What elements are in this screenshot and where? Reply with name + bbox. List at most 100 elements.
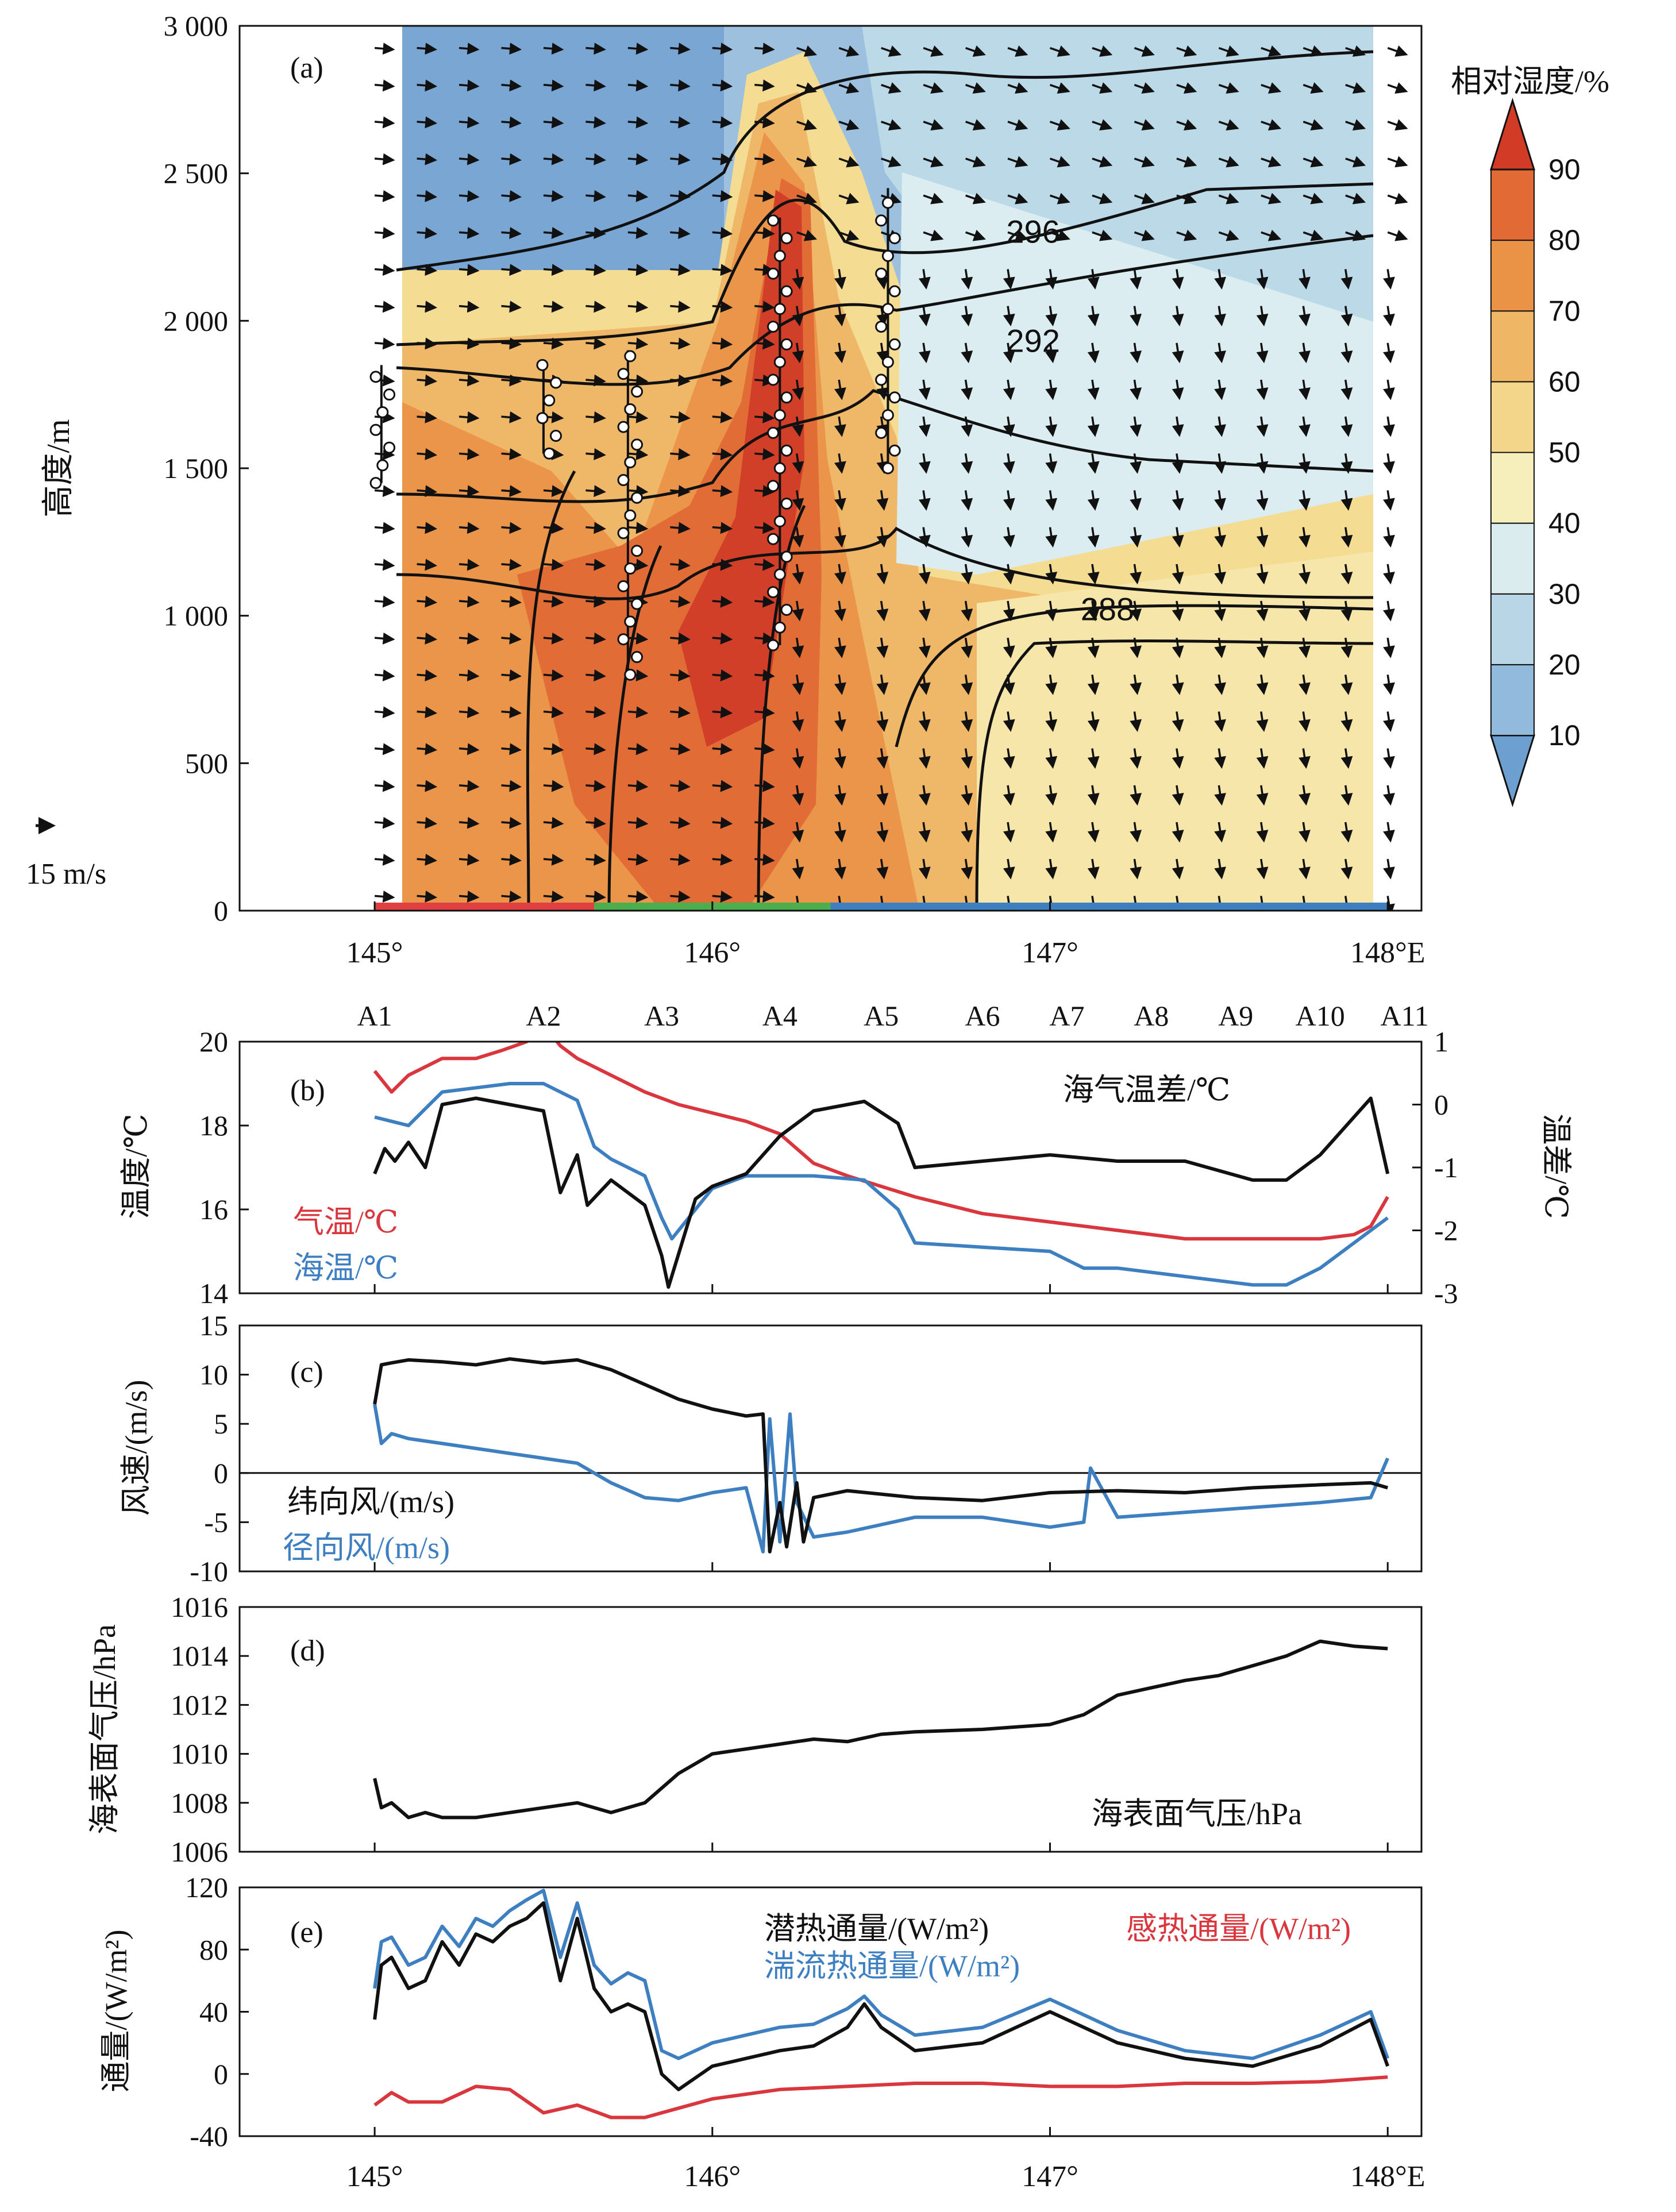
- wind-vector: [876, 600, 889, 622]
- colorbar-segment: [1490, 240, 1535, 312]
- wind-vector: [1214, 711, 1226, 732]
- wind-vector: [1214, 675, 1226, 695]
- panel-d-frame: [238, 1606, 1423, 1853]
- wind-vector: [1218, 192, 1239, 205]
- wind-vector: [1087, 490, 1100, 511]
- wind-vector: [1130, 490, 1142, 511]
- d-y-tick-label: 1014: [171, 1640, 228, 1672]
- wind-vector: [834, 416, 846, 437]
- wind-vector: [459, 632, 480, 645]
- wind-vector: [712, 632, 733, 645]
- wind-vector: [627, 706, 649, 719]
- panel-d-label: (d): [290, 1635, 325, 1667]
- wind-vector: [417, 669, 438, 681]
- wind-vector: [838, 82, 860, 94]
- obs-point: [875, 267, 888, 280]
- wind-vector: [1003, 822, 1015, 843]
- wind-vector: [1340, 342, 1353, 364]
- wind-vector: [1218, 119, 1239, 131]
- wind-vector: [417, 816, 438, 829]
- panel-c: -10 -5 0 5 10 15 (c) 风速/(m/s) 纬向风/(m/s) 径向风/(…: [119, 1309, 1423, 1587]
- wind-vector: [876, 711, 889, 732]
- wind-vector: [374, 558, 395, 571]
- wind-vector: [876, 490, 889, 511]
- wind-vector: [1172, 490, 1184, 511]
- wind-vector: [1045, 675, 1058, 695]
- wind-vector: [585, 43, 606, 55]
- wind-vector: [792, 416, 804, 437]
- obs-point: [624, 615, 637, 628]
- wind-vector: [792, 379, 804, 400]
- station-label: A1: [357, 1000, 392, 1032]
- wind-vector: [1383, 269, 1395, 290]
- wind-vector: [1087, 748, 1100, 769]
- wind-vector: [417, 190, 438, 202]
- wind-vector: [585, 190, 606, 202]
- legend-sea-level-pressure: 海表面气压/hPa: [1092, 1797, 1302, 1831]
- wind-vector: [792, 342, 804, 364]
- station-label: A3: [644, 1000, 679, 1032]
- wind-vector: [838, 229, 860, 241]
- wind-vector: [1003, 600, 1015, 622]
- wind-vector: [585, 448, 606, 460]
- wind-vector: [1176, 82, 1197, 94]
- wind-vector: [627, 816, 649, 829]
- wind-vector: [1256, 822, 1269, 843]
- wind-vector: [417, 743, 438, 756]
- air-temp-line: [373, 1042, 1389, 1241]
- wind-vector: [543, 300, 564, 313]
- obs-point: [780, 444, 793, 457]
- theta-contour: [607, 545, 662, 911]
- wind-vector: [1256, 306, 1269, 327]
- wind-vector: [712, 116, 733, 129]
- panel-e: -40 0 40 80 120 145° 146° 147° 148°E (e) 通量/(W/m…: [99, 1871, 1425, 2193]
- wind-vector: [670, 227, 691, 239]
- wind-vector: [712, 816, 733, 829]
- obs-point: [875, 321, 888, 333]
- wind-vector: [543, 558, 564, 571]
- wind-vector: [670, 853, 691, 866]
- wind-vector: [796, 119, 818, 131]
- wind-vector: [796, 156, 818, 168]
- wind-vector: [1003, 269, 1015, 290]
- wind-vector: [501, 558, 522, 571]
- wind-vector: [918, 342, 931, 364]
- wind-vector: [1299, 675, 1311, 695]
- a-y-tick-label: 2 000: [164, 305, 229, 337]
- wind-vector: [585, 595, 606, 608]
- wind-vector: [1340, 527, 1353, 548]
- wind-vector: [876, 858, 889, 880]
- c-y-tick-label: 0: [214, 1457, 228, 1489]
- wind-vector: [961, 637, 973, 658]
- obs-point: [780, 550, 793, 563]
- wind-vector: [1214, 306, 1226, 327]
- wind-vector: [585, 264, 606, 276]
- wind-vector: [543, 153, 564, 165]
- wind-vector: [585, 522, 606, 534]
- wind-vector: [1003, 748, 1015, 769]
- wind-vector: [918, 785, 931, 806]
- wind-vector: [417, 374, 438, 387]
- contour-label: 292: [1006, 322, 1059, 359]
- obs-point: [888, 338, 901, 350]
- wind-vector: [1303, 82, 1324, 94]
- wind-vector: [374, 780, 395, 792]
- station-label: A11: [1380, 1000, 1428, 1032]
- wind-vector: [627, 264, 649, 276]
- wind-vector: [792, 453, 804, 474]
- obs-point: [624, 509, 637, 522]
- wind-vector: [501, 522, 522, 534]
- wind-vector: [543, 743, 564, 756]
- panel-a-label: (a): [290, 52, 323, 84]
- wind-vector: [1383, 600, 1395, 622]
- wind-vector: [834, 858, 846, 880]
- wind-vector: [585, 632, 606, 645]
- theta-contour: [975, 639, 1374, 911]
- obs-point: [773, 621, 786, 634]
- obs-point: [369, 477, 382, 490]
- wind-vector: [1049, 192, 1070, 205]
- wind-vector: [961, 675, 973, 695]
- obs-point: [881, 303, 894, 315]
- obs-point: [631, 386, 644, 398]
- wind-vector: [374, 153, 395, 165]
